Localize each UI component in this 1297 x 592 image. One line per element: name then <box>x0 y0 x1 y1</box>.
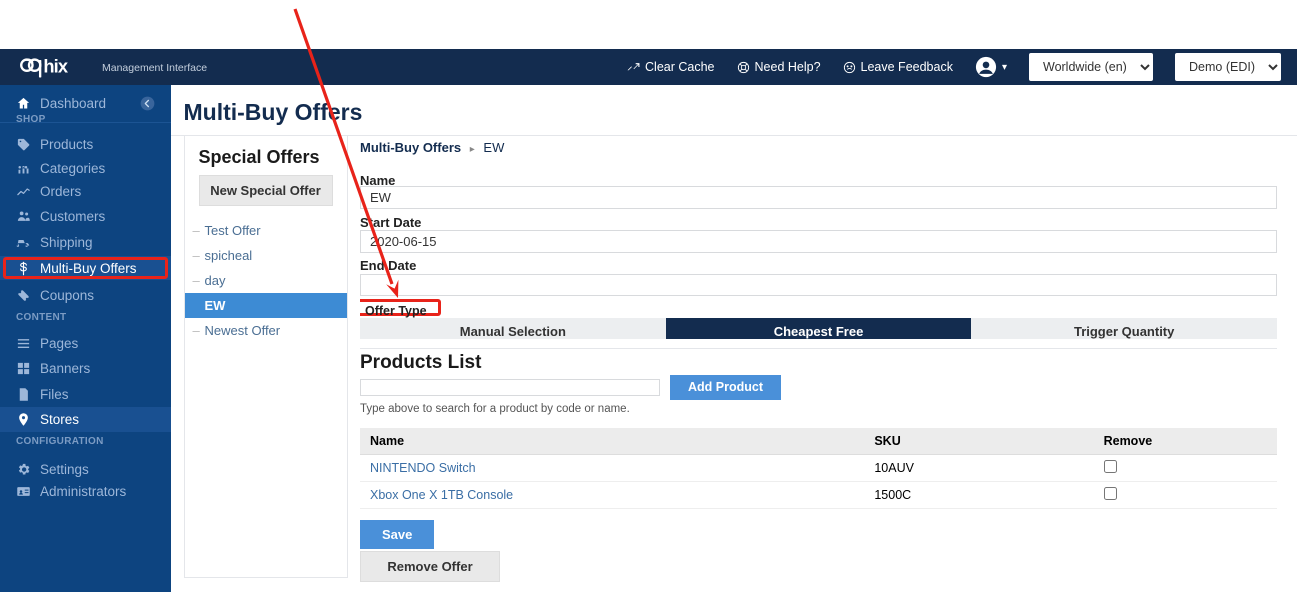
svg-text:hix: hix <box>43 56 69 77</box>
